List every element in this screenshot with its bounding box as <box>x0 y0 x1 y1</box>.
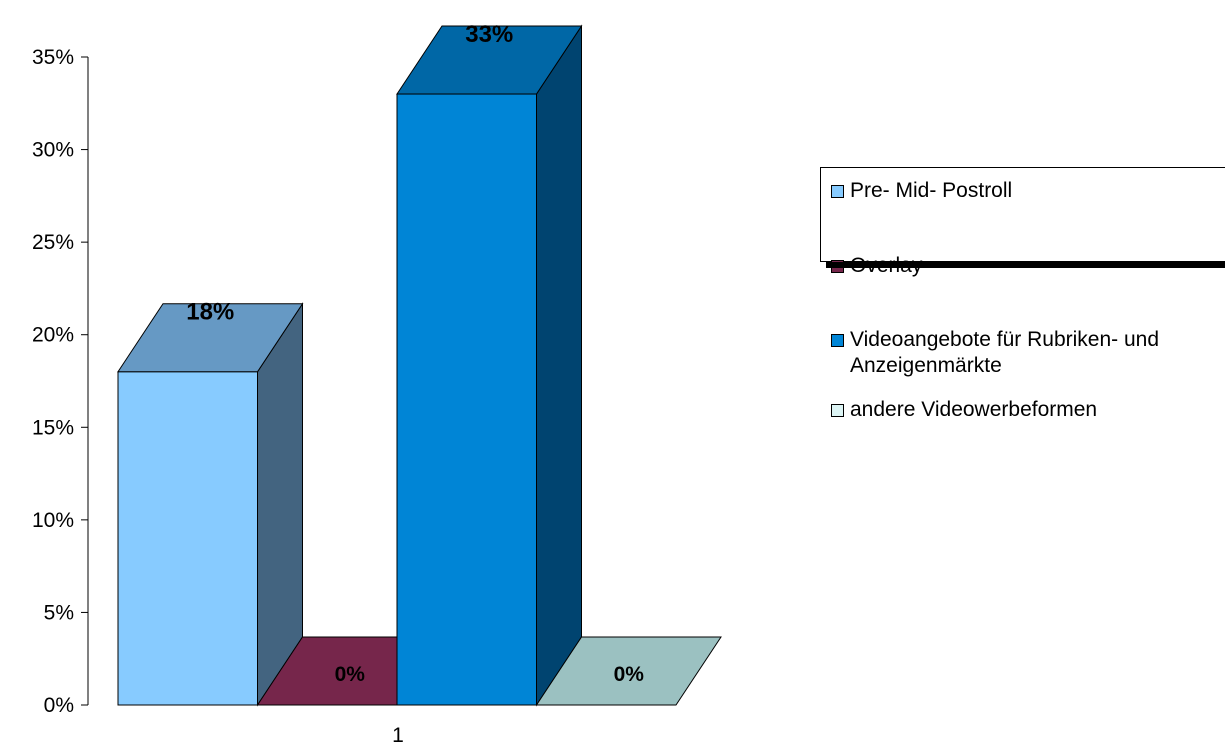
y-tick-label: 20% <box>32 324 74 347</box>
data-label: 0% <box>614 663 645 686</box>
y-tick-label: 25% <box>32 231 74 254</box>
y-axis: 0% 5% 10% 15% 20% 25% 30% 35% <box>32 46 89 717</box>
y-tick-label: 5% <box>44 601 74 624</box>
legend-label: Videoangebote für Rubriken- und Anzeigen… <box>850 327 1159 379</box>
bar-front <box>396 93 537 706</box>
legend-shadow <box>826 262 1225 268</box>
bar-2 <box>396 24 583 707</box>
bars <box>117 24 722 707</box>
legend-swatch <box>831 185 844 198</box>
bar-0 <box>117 302 304 707</box>
y-tick-label: 35% <box>32 46 74 69</box>
bar-top <box>117 303 304 373</box>
data-labels: 18% 0% 33% 0% <box>186 21 644 686</box>
legend-item-andere: andere Videowerbeformen <box>831 397 1097 423</box>
legend-label: andere Videowerbeformen <box>850 398 1098 421</box>
data-label: 33% <box>465 21 513 48</box>
legend-label: Pre- Mid- Postroll <box>850 179 1013 202</box>
legend-item-videoangebote: Videoangebote für Rubriken- und Anzeigen… <box>831 327 1159 379</box>
y-tick-label: 30% <box>32 139 74 162</box>
x-tick-label: 1 <box>392 724 404 745</box>
legend-swatch <box>831 334 844 347</box>
data-label: 18% <box>186 299 234 326</box>
legend: Pre- Mid- Postroll Overlay Videoangebote… <box>820 167 1225 421</box>
legend-label-line1: Videoangebote für Rubriken- und <box>850 328 1160 351</box>
bar-front <box>117 371 258 706</box>
legend-item-pre-mid-postroll: Pre- Mid- Postroll <box>831 178 1012 204</box>
x-axis: 1 <box>392 724 404 745</box>
data-label: 0% <box>335 663 366 686</box>
y-tick-label: 15% <box>32 416 74 439</box>
y-tick-label: 0% <box>44 694 74 717</box>
bar-side <box>257 302 303 707</box>
legend-label-line2: Anzeigenmärkte <box>850 354 1002 377</box>
legend-swatch <box>831 404 844 417</box>
bar-side <box>536 24 582 707</box>
y-tick-label: 10% <box>32 509 74 532</box>
bar-3 <box>535 636 722 706</box>
bar-top <box>396 25 583 95</box>
bar-top <box>535 636 722 706</box>
